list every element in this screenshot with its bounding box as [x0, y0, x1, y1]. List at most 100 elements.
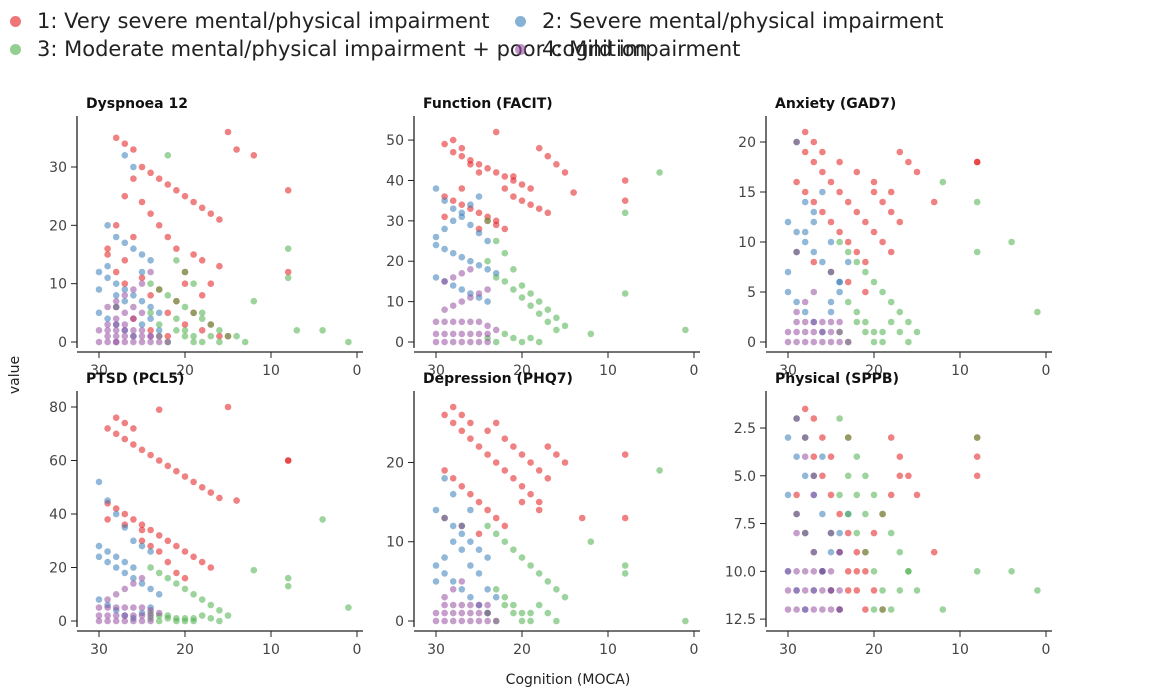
data-point [216, 262, 223, 270]
data-point [844, 198, 852, 206]
data-point [621, 209, 629, 217]
data-point [190, 198, 197, 206]
y-tick-label: 40 [386, 173, 404, 189]
x-tick-label: 0 [353, 642, 362, 658]
data-point [130, 537, 137, 545]
data-point [784, 606, 792, 613]
y-tick-label: 5 [747, 285, 756, 301]
data-point [441, 213, 448, 221]
data-point [853, 318, 861, 326]
data-point [682, 326, 689, 334]
data-point [896, 453, 904, 461]
data-point [518, 554, 526, 561]
data-point [784, 434, 792, 441]
data-point [112, 134, 120, 142]
data-point [138, 268, 146, 276]
data-point [544, 209, 552, 217]
data-point [621, 570, 629, 577]
data-point [819, 434, 826, 441]
data-point [121, 321, 129, 328]
y-tick-label: 20 [49, 218, 67, 234]
data-point [198, 257, 206, 264]
data-point [104, 303, 111, 311]
data-point [164, 574, 172, 582]
data-point [449, 217, 457, 225]
data-point [198, 612, 206, 619]
data-point [112, 591, 120, 598]
data-point [784, 288, 792, 296]
data-point [501, 522, 509, 530]
data-point [432, 318, 440, 326]
data-point [896, 328, 904, 336]
data-point [173, 245, 180, 252]
data-point [173, 187, 180, 194]
data-point [207, 489, 215, 496]
data-point [130, 425, 137, 432]
data-point [138, 580, 146, 587]
data-point [492, 274, 500, 281]
data-point [827, 298, 835, 306]
data-point [155, 569, 163, 577]
data-point [844, 510, 852, 518]
data-point [449, 490, 457, 498]
data-point [147, 338, 154, 346]
data-point [621, 197, 629, 204]
data-point [121, 585, 129, 593]
data-point [190, 332, 197, 340]
data-point [801, 298, 809, 306]
data-point [819, 318, 826, 326]
data-point [810, 208, 818, 216]
data-point [121, 280, 129, 288]
data-point [147, 585, 154, 593]
data-point [862, 218, 869, 226]
data-point [441, 330, 448, 338]
data-point [130, 163, 137, 171]
data-point [432, 562, 440, 569]
data-point [810, 288, 818, 296]
data-point [432, 506, 440, 514]
data-point [207, 564, 215, 571]
data-point [501, 435, 509, 443]
data-point [164, 292, 172, 299]
x-tick-label: 30 [427, 363, 445, 379]
data-point [853, 491, 861, 499]
data-point [836, 415, 843, 422]
data-point [492, 128, 500, 136]
data-point [793, 328, 800, 336]
data-point [121, 617, 129, 625]
data-point [510, 475, 517, 482]
data-point [130, 338, 137, 346]
data-point [284, 268, 292, 276]
data-point [121, 239, 129, 247]
data-point [793, 453, 800, 461]
data-point [112, 297, 120, 305]
data-point [570, 189, 577, 196]
data-point [190, 617, 197, 625]
data-point [484, 451, 491, 458]
data-point [467, 221, 474, 229]
data-point [527, 490, 534, 498]
data-point [930, 198, 938, 206]
data-point [121, 558, 129, 566]
data-point [449, 249, 457, 257]
data-point [121, 140, 129, 147]
y-tick-label: 20 [738, 135, 756, 151]
data-point [147, 169, 154, 177]
data-point [181, 585, 189, 593]
x-tick-label: 20 [176, 642, 194, 658]
data-point [155, 332, 163, 340]
data-point [819, 208, 826, 216]
data-point [104, 315, 111, 323]
data-point [853, 529, 861, 537]
data-point [147, 210, 154, 217]
data-point [138, 612, 146, 619]
data-point [810, 548, 818, 556]
data-point [138, 251, 146, 258]
legend-marker [515, 15, 526, 27]
data-point [535, 601, 543, 609]
data-point [862, 318, 869, 326]
data-point [913, 328, 921, 336]
data-point [879, 510, 886, 518]
data-point [793, 248, 800, 256]
data-point [656, 467, 663, 474]
